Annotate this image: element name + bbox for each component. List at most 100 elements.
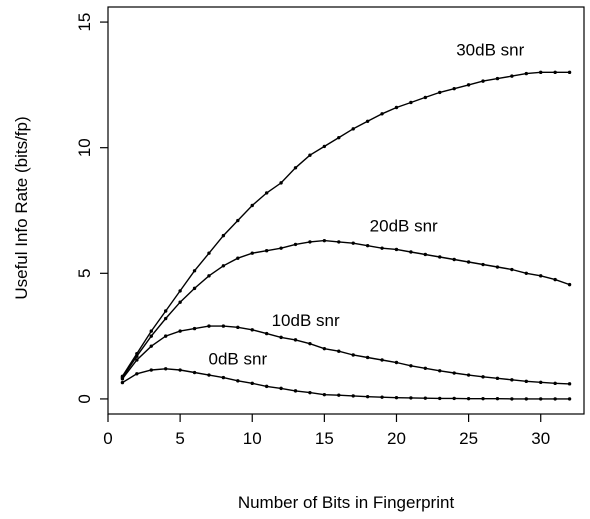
data-point — [481, 79, 485, 83]
x-axis-title: Number of Bits in Fingerprint — [238, 493, 455, 512]
data-point — [192, 326, 197, 331]
data-point — [553, 397, 557, 401]
data-point — [178, 289, 182, 293]
data-point — [394, 395, 399, 400]
data-point — [438, 396, 442, 401]
data-point — [394, 247, 399, 252]
data-point — [567, 382, 572, 386]
data-point — [409, 364, 413, 368]
x-tick-label: 30 — [531, 429, 550, 448]
data-point — [394, 360, 399, 365]
y-tick-label: 5 — [75, 269, 94, 278]
data-point — [438, 255, 442, 259]
y-tick-label: 0 — [75, 394, 94, 403]
data-point — [221, 233, 226, 238]
data-point — [163, 309, 168, 313]
data-point — [322, 346, 327, 351]
data-point — [322, 144, 327, 149]
data-point — [524, 397, 529, 401]
data-point — [351, 127, 355, 131]
data-point — [178, 329, 182, 333]
data-point — [495, 376, 500, 381]
data-point — [466, 83, 471, 87]
data-point — [423, 252, 428, 257]
data-point — [308, 240, 312, 244]
data-point — [279, 386, 283, 391]
data-point — [409, 396, 413, 400]
data-point — [423, 95, 428, 100]
data-point — [120, 380, 125, 385]
data-point — [308, 341, 312, 346]
data-point — [207, 324, 211, 328]
data-point — [250, 328, 254, 332]
series-layer — [120, 70, 572, 401]
x-tick-label: 10 — [243, 429, 262, 448]
data-point — [423, 366, 428, 370]
data-point — [207, 251, 211, 255]
data-point — [149, 368, 153, 372]
series-20db-snr — [120, 238, 572, 380]
data-point — [264, 191, 269, 195]
data-point — [380, 358, 384, 362]
data-point — [567, 70, 572, 75]
data-point — [264, 331, 269, 336]
x-axis: 0 5 10 15 20 25 30 — [103, 414, 550, 448]
series-30db-snr — [120, 70, 572, 379]
data-point — [135, 354, 139, 358]
data-point — [567, 282, 572, 287]
data-point — [293, 242, 298, 247]
data-point — [192, 370, 197, 375]
data-point — [279, 181, 283, 185]
data-point — [495, 76, 500, 81]
data-point — [553, 277, 557, 282]
x-tick-label: 15 — [315, 429, 334, 448]
data-point — [466, 396, 471, 401]
data-point — [135, 358, 139, 362]
plot-frame — [107, 6, 585, 415]
data-point — [149, 344, 153, 348]
data-point — [495, 265, 500, 269]
data-point — [221, 264, 226, 268]
data-point — [322, 392, 327, 397]
data-point — [365, 394, 370, 399]
data-point — [466, 260, 471, 264]
data-point — [539, 274, 543, 278]
x-tick-label: 20 — [387, 429, 406, 448]
data-point — [524, 271, 529, 276]
data-point — [207, 373, 211, 377]
data-point — [365, 243, 370, 248]
data-point — [322, 238, 327, 243]
data-point — [539, 380, 543, 385]
series-label: 30dB snr — [456, 41, 524, 60]
series-line — [122, 368, 570, 400]
x-tick-label: 0 — [103, 429, 112, 448]
data-point — [236, 379, 240, 383]
data-point — [380, 112, 384, 116]
data-point — [236, 218, 240, 223]
data-point — [135, 372, 139, 376]
data-point — [236, 256, 240, 260]
data-point — [466, 373, 471, 377]
data-point — [495, 396, 500, 401]
data-point — [510, 378, 514, 382]
data-point — [481, 375, 485, 379]
data-point — [236, 325, 240, 330]
data-point — [423, 396, 428, 400]
data-point — [553, 381, 557, 386]
data-point — [250, 251, 254, 255]
data-point — [481, 262, 485, 267]
data-point — [380, 395, 384, 399]
y-tick-label: 10 — [75, 138, 94, 157]
data-point — [192, 286, 197, 291]
series-line — [121, 325, 570, 385]
data-point — [409, 250, 413, 254]
data-point — [250, 203, 254, 208]
y-axis-title: Useful Info Rate (bits/fp) — [12, 116, 31, 299]
data-point — [192, 269, 197, 273]
series-label: 0dB snr — [209, 350, 268, 369]
data-point — [337, 135, 341, 140]
series-line — [121, 239, 570, 378]
data-point — [308, 390, 312, 395]
data-point — [293, 166, 298, 170]
